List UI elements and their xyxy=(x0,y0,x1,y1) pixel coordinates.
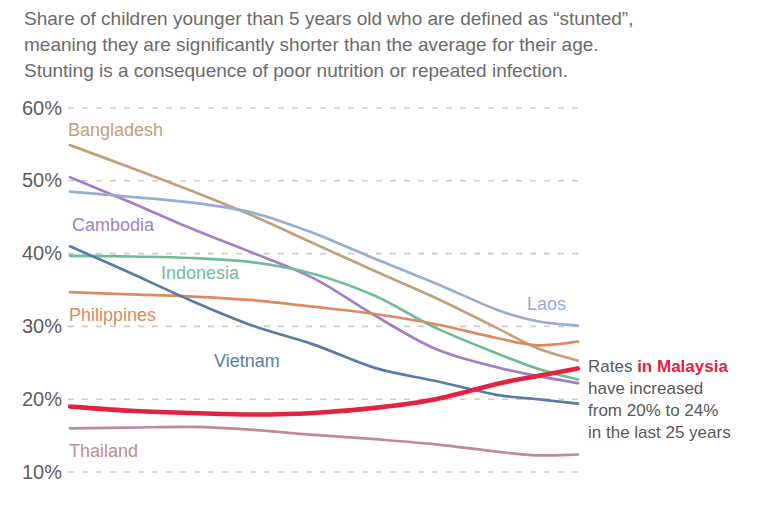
malaysia-annotation: Rates in Malaysia have increased from 20… xyxy=(588,356,731,444)
y-tick-label-10: 10% xyxy=(22,461,62,483)
series-label-thailand: Thailand xyxy=(69,441,138,461)
y-tick-label-60: 60% xyxy=(22,97,62,119)
annotation-line-2: have increased xyxy=(588,378,731,400)
series-line-thailand xyxy=(70,427,578,456)
series-label-vietnam: Vietnam xyxy=(214,351,280,371)
series-label-bangladesh: Bangladesh xyxy=(68,120,163,140)
annotation-line-3: from 20% to 24% xyxy=(588,400,731,422)
series-label-laos: Laos xyxy=(527,294,566,314)
annotation-text-rates: Rates xyxy=(588,357,637,376)
annotation-malaysia-highlight: in Malaysia xyxy=(637,357,728,376)
series-line-malaysia xyxy=(70,369,578,415)
y-tick-label-20: 20% xyxy=(22,388,62,410)
annotation-line-1: Rates in Malaysia xyxy=(588,356,731,378)
series-label-indonesia: Indonesia xyxy=(161,263,240,283)
annotation-line-4: in the last 25 years xyxy=(588,422,731,444)
y-tick-label-40: 40% xyxy=(22,242,62,264)
series-label-cambodia: Cambodia xyxy=(72,215,155,235)
y-tick-label-50: 50% xyxy=(22,169,62,191)
y-tick-label-30: 30% xyxy=(22,315,62,337)
series-label-philippines: Philippines xyxy=(69,305,156,325)
stunting-chart-page: { "title": { "lines": [ "Share of childr… xyxy=(0,0,770,515)
